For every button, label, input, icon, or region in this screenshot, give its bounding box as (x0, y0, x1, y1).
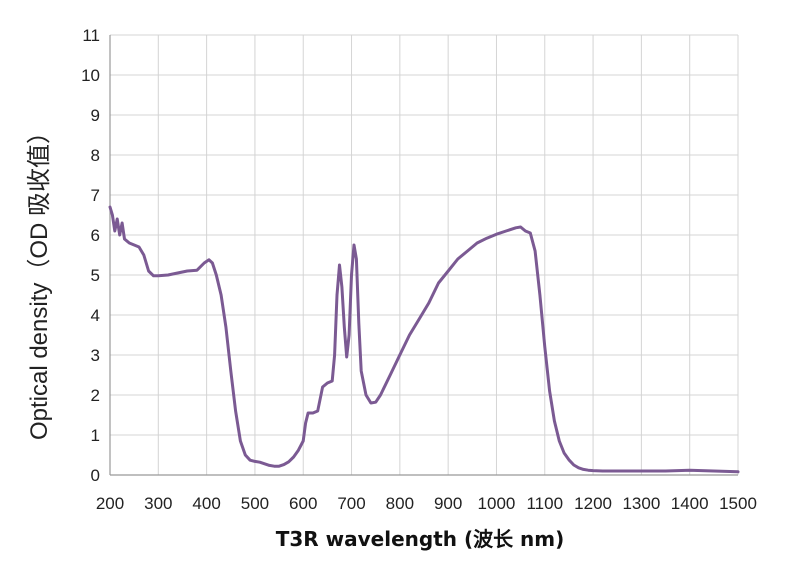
y-tick-label: 4 (91, 306, 100, 325)
y-tick-label: 0 (91, 466, 100, 485)
y-tick-label: 10 (81, 66, 100, 85)
y-tick-label: 5 (91, 266, 100, 285)
x-tick-label: 300 (144, 494, 172, 513)
y-axis-label: Optical density（OD 吸收值） (26, 120, 53, 440)
x-tick-label: 700 (337, 494, 365, 513)
y-tick-label: 8 (91, 146, 100, 165)
y-tick-labels: 0 1 2 3 4 5 6 7 8 9 10 11 (81, 26, 100, 485)
x-tick-label: 1300 (622, 494, 660, 513)
y-tick-label: 6 (91, 226, 100, 245)
y-tick-label: 11 (82, 26, 100, 45)
x-tick-label: 1000 (478, 494, 516, 513)
x-tick-label: 200 (96, 494, 124, 513)
x-tick-labels: 200 300 400 500 600 700 800 900 1000 1100 1200 1300… (96, 494, 757, 513)
x-tick-label: 600 (289, 494, 317, 513)
x-tick-label: 1400 (671, 494, 709, 513)
x-tick-label: 900 (434, 494, 462, 513)
series-line (108, 205, 740, 474)
axes (109, 35, 738, 476)
grid (109, 34, 739, 476)
y-tick-label: 9 (91, 106, 100, 125)
y-tick-label: 2 (91, 386, 100, 405)
y-tick-label: 7 (91, 186, 100, 205)
x-axis-label: T3R wavelength (波长 nm) (276, 527, 565, 551)
x-tick-label: 1200 (574, 494, 612, 513)
y-tick-label: 1 (91, 426, 100, 445)
x-tick-label: 1500 (719, 494, 757, 513)
x-tick-label: 400 (192, 494, 220, 513)
x-tick-label: 500 (241, 494, 269, 513)
x-tick-label: 1100 (526, 494, 563, 513)
x-tick-label: 800 (386, 494, 414, 513)
y-tick-label: 3 (91, 346, 100, 365)
